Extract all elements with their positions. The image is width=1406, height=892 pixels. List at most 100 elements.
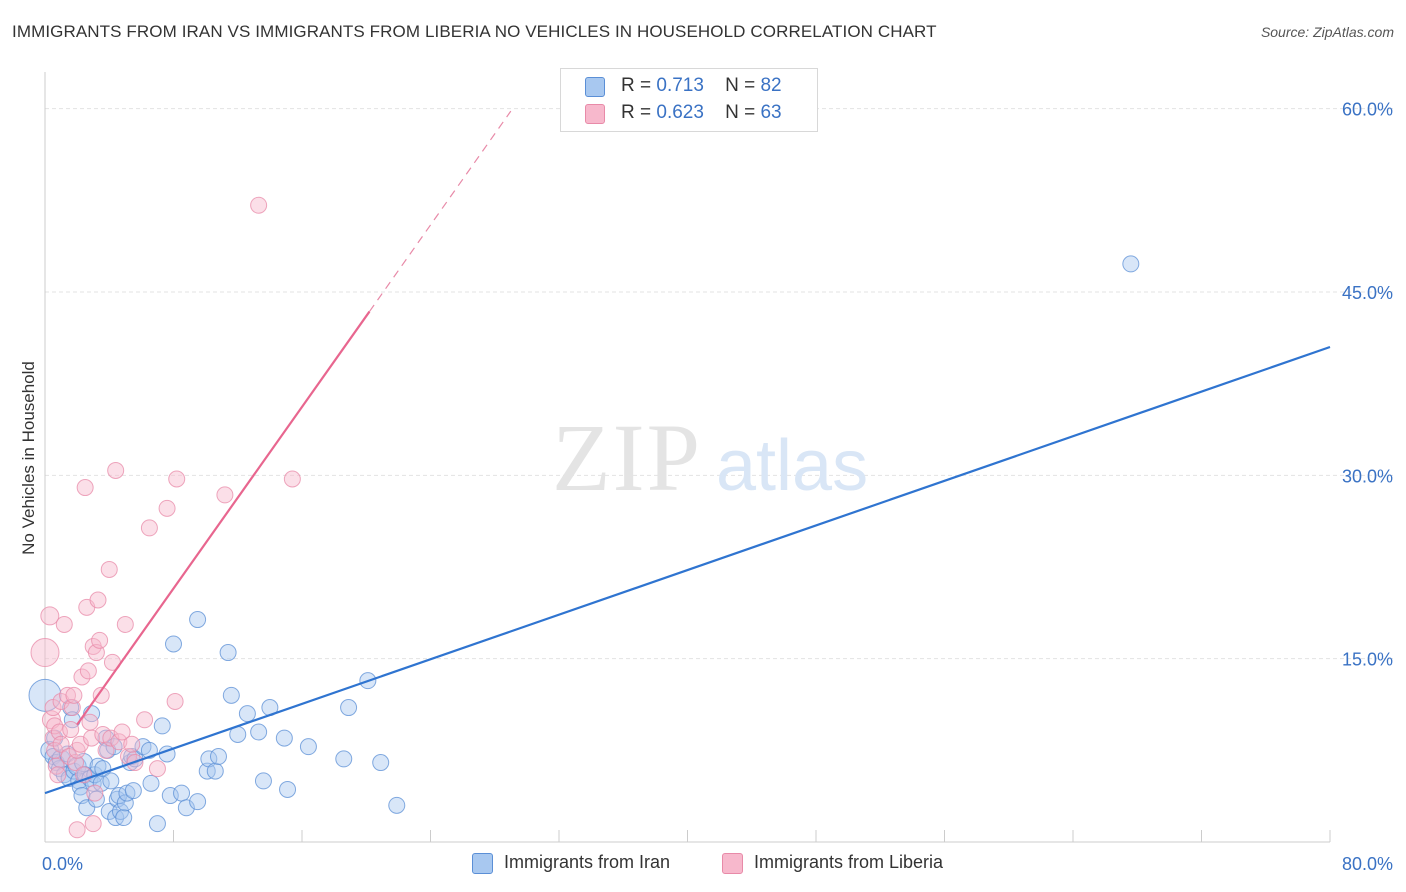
liberia-point: [49, 766, 67, 784]
iran-point: [372, 754, 390, 772]
liberia-point: [89, 591, 107, 609]
iran-point: [105, 738, 123, 756]
liberia-point: [116, 615, 134, 633]
iran-point: [92, 774, 110, 792]
trendlines: [44, 110, 1331, 795]
liberia-point: [283, 470, 301, 488]
liberia-point: [65, 686, 83, 704]
iran-point: [299, 738, 317, 756]
y-axis-label: No Vehicles in Household: [19, 361, 38, 555]
iran-point: [275, 729, 293, 747]
series-iran-points: [28, 255, 1140, 833]
liberia-point: [148, 760, 166, 778]
iran-point: [335, 750, 353, 768]
iran-point: [250, 723, 268, 741]
liberia-point: [50, 723, 68, 741]
watermark: ZIP atlas: [552, 404, 868, 511]
liberia-point: [52, 735, 70, 753]
y-tick-labels: 15.0% 30.0% 45.0% 60.0%: [1342, 100, 1393, 670]
iran-point: [161, 787, 179, 805]
liberia-point: [123, 735, 141, 753]
liberia-point: [68, 821, 86, 839]
liberia-point: [76, 479, 94, 497]
liberia-point: [73, 668, 91, 686]
liberia-point: [113, 723, 131, 741]
x-tick-labels: 0.0% 80.0%: [42, 854, 1393, 874]
series-legend-label-iran: Immigrants from Iran: [504, 852, 671, 872]
legend-r-label: R =: [621, 75, 652, 96]
liberia-point: [100, 560, 118, 578]
watermark-atlas: atlas: [716, 426, 868, 506]
iran-point: [173, 784, 191, 802]
source-credit: Source: ZipAtlas.com: [1260, 24, 1394, 40]
legend-r-label: R =: [621, 102, 652, 123]
legend-n-value: 63: [760, 102, 782, 123]
legend-n-label: N =: [725, 75, 756, 96]
liberia-point: [136, 711, 154, 729]
iran-point: [189, 611, 207, 629]
liberia-point: [47, 757, 65, 775]
iran-point: [87, 790, 105, 808]
y-tick-label: 60.0%: [1342, 100, 1393, 120]
chart-title: IMMIGRANTS FROM IRAN VS IMMIGRANTS FROM …: [12, 22, 937, 41]
legend-n-label: N =: [725, 102, 756, 123]
iran-point: [189, 793, 207, 811]
iran-point: [219, 644, 237, 662]
liberia-point: [84, 815, 102, 833]
liberia-point: [86, 784, 104, 802]
iran-point: [165, 635, 182, 653]
liberia-point: [30, 638, 60, 668]
x-tick-label-min: 0.0%: [42, 854, 83, 874]
legend-swatch-iran: [585, 77, 605, 97]
liberia-point: [250, 196, 268, 214]
trendline-iran: [44, 345, 1331, 795]
gridlines: [45, 108, 1395, 660]
liberia-point: [166, 692, 184, 710]
liberia-point: [63, 699, 81, 717]
trendline-liberia-extension: [368, 110, 512, 312]
series-legend-label-liberia: Immigrants from Liberia: [754, 852, 944, 872]
iran-point: [148, 815, 166, 833]
y-tick-label: 30.0%: [1342, 466, 1393, 486]
liberia-point: [91, 631, 109, 649]
iran-point: [209, 747, 227, 765]
iran-point: [340, 699, 358, 717]
iran-point: [78, 799, 96, 817]
iran-point: [124, 782, 142, 800]
liberia-point: [62, 721, 80, 739]
series-legend-swatch-liberia: [722, 853, 743, 874]
y-tick-label: 15.0%: [1342, 650, 1393, 670]
x-tick-label-max: 80.0%: [1342, 854, 1393, 874]
liberia-point: [92, 686, 110, 704]
series-liberia-points: [30, 196, 301, 839]
iran-point: [1122, 255, 1140, 273]
iran-point: [102, 772, 120, 790]
watermark-zip: ZIP: [552, 404, 702, 511]
liberia-point: [107, 461, 125, 479]
iran-point: [254, 772, 272, 790]
iran-point: [388, 796, 406, 814]
liberia-point: [158, 499, 176, 517]
series-legend-swatch-iran: [472, 853, 493, 874]
iran-point: [115, 809, 133, 827]
iran-point: [153, 717, 171, 735]
liberia-point: [110, 733, 128, 751]
iran-point: [238, 705, 256, 723]
series-legend: Immigrants from Iran Immigrants from Lib…: [0, 850, 1406, 880]
correlation-legend: R = 0.713 N = 82 R = 0.623 N = 63: [560, 68, 818, 132]
liberia-point: [140, 519, 158, 537]
legend-swatch-liberia: [585, 104, 605, 124]
iran-point: [279, 780, 297, 798]
y-tick-label: 45.0%: [1342, 283, 1393, 303]
liberia-point: [79, 662, 97, 680]
legend-r-value: 0.713: [656, 75, 704, 96]
liberia-point: [168, 470, 186, 488]
liberia-point: [81, 713, 99, 731]
liberia-point: [67, 754, 85, 772]
trendline-liberia: [76, 310, 371, 726]
liberia-point: [83, 729, 101, 747]
liberia-point: [55, 615, 73, 633]
liberia-point: [94, 725, 112, 743]
iran-point: [206, 762, 224, 780]
